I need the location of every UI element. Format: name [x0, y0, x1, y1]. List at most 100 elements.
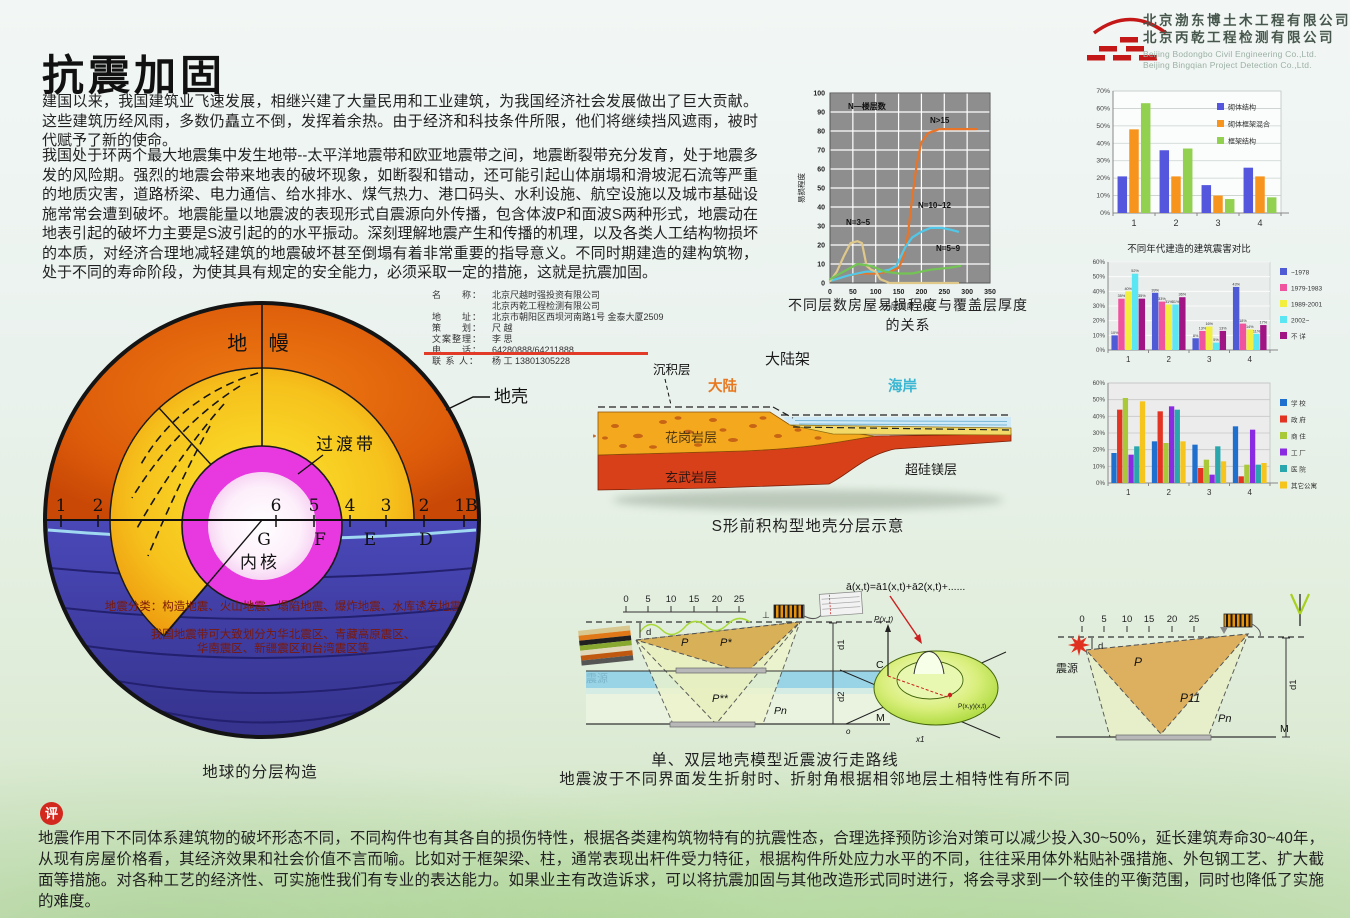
svg-text:30: 30 — [817, 224, 825, 231]
seismic-zones-line2: 华南震区、新疆震区和台湾震区等 — [197, 641, 370, 655]
two-layer-raypath-diagram: ā(x,t)=ā1(x,t)+ā2(x,t)+...... 0 5 10 15 20… — [578, 581, 1007, 744]
p-label: P — [681, 637, 689, 649]
svg-text:1: 1 — [56, 496, 67, 516]
svg-text:1989-2001: 1989-2001 — [1291, 302, 1322, 309]
svg-text:1: 1 — [1131, 218, 1136, 228]
sediment-label: 沉积层 — [653, 363, 691, 377]
contact-row: 北京丙乾工程检测有限公司 — [492, 301, 601, 311]
granite-speckles — [593, 416, 822, 449]
svg-text:医 院: 医 院 — [1291, 465, 1306, 474]
building-use-bar-chart: 0% 10% 20% 30% 40% 50% 60% 1 2 3 4 学 校政 府商 住工 厂医 院其… — [1093, 380, 1317, 497]
svg-text:5: 5 — [645, 594, 650, 605]
p-star-label: P* — [720, 637, 732, 649]
crust-section-caption: S形前积构型地壳分层示意 — [711, 518, 905, 535]
inner-core-label: 内核 — [240, 553, 280, 572]
granite-label: 花岗岩层 — [665, 430, 717, 445]
svg-text:30%: 30% — [1093, 430, 1106, 437]
footer-commentary: 地震作用下不同体系建筑物的破坏形态不同，不同构件也有其各自的损伤特性，根据各类建… — [38, 830, 1324, 910]
earth-layers-diagram: 1 2 6 5 4 3 2 1B G F E D 地 幔 过渡带 内核 地壳 地震分类：构造… — [43, 301, 528, 739]
svg-text:16%: 16% — [1205, 322, 1213, 326]
pn-label: Pn — [774, 705, 787, 717]
svg-text:0: 0 — [623, 594, 628, 605]
svg-text:17%: 17% — [1260, 321, 1268, 325]
coast-label: 海岸 — [888, 377, 917, 395]
pn-label-right: Pn — [1218, 713, 1231, 725]
svg-text:政 府: 政 府 — [1291, 415, 1306, 424]
line-chart-caption: 不同层数房屋易损程度与覆盖层厚度的关系 — [788, 297, 1028, 333]
svg-text:350: 350 — [984, 289, 996, 296]
svg-text:40%: 40% — [1096, 140, 1110, 147]
svg-text:0%: 0% — [1096, 480, 1105, 487]
svg-text:60%: 60% — [1093, 259, 1106, 266]
svg-text:1: 1 — [1126, 355, 1131, 364]
company-names: 北京渤东博土木工程有限公司 北京丙乾工程检测有限公司 Beijing Bodon… — [1143, 12, 1350, 71]
svg-text:150: 150 — [893, 289, 905, 296]
intro-paragraph-1: 建国以来，我国建筑业飞速发展，相继兴建了大量民用和工业建筑，为我国经济社会发展做… — [42, 93, 758, 149]
p-label-right: P — [1134, 655, 1142, 669]
svg-text:50%: 50% — [1096, 123, 1110, 130]
svg-text:15: 15 — [1144, 614, 1155, 625]
right-ruler-ticks — [1081, 626, 1195, 632]
svg-text:50%: 50% — [1093, 274, 1106, 281]
svg-text:0%: 0% — [1100, 210, 1110, 217]
svg-text:0: 0 — [1079, 614, 1084, 625]
svg-text:70: 70 — [817, 148, 825, 155]
m-label-right: M — [1280, 723, 1289, 735]
svg-text:33%: 33% — [1158, 297, 1166, 301]
seismic-zones-line1: 我国地震带可大致划分为华北震区、青藏高原震区、 — [151, 627, 416, 641]
svg-text:50%: 50% — [1093, 397, 1106, 404]
svg-text:14%: 14% — [1246, 325, 1254, 329]
svg-text:40: 40 — [817, 205, 825, 212]
svg-text:G: G — [257, 530, 271, 550]
sediment-shelf — [789, 424, 1012, 436]
svg-text:15: 15 — [689, 594, 700, 605]
svg-text:25: 25 — [1189, 614, 1200, 625]
svg-text:2002~: 2002~ — [1291, 318, 1309, 325]
svg-text:4: 4 — [1248, 488, 1253, 497]
svg-text:5: 5 — [1101, 614, 1106, 625]
surface-origin-label: o — [846, 727, 851, 736]
transition-label: 过渡带 — [316, 435, 376, 454]
svg-text:60%: 60% — [1096, 105, 1110, 112]
seismometer-coil-icon — [1223, 613, 1253, 628]
svg-text:10: 10 — [666, 594, 677, 605]
contact-underline — [424, 352, 648, 355]
svg-text:20: 20 — [817, 243, 825, 250]
earth-wave-paths — [131, 372, 259, 557]
svg-text:易损程度: 易损程度 — [796, 173, 806, 203]
d-label-right: d — [1098, 641, 1103, 652]
svg-text:N=10~12: N=10~12 — [918, 201, 951, 210]
company-name-en-2: Beijing Bingqian Project Detection Co.,L… — [1143, 60, 1312, 70]
svg-text:31%: 31% — [1165, 300, 1173, 304]
svg-text:50: 50 — [817, 186, 825, 193]
svg-text:E: E — [364, 530, 376, 550]
structure-type-bar-chart: 0% 10% 20% 30% 40% 50% 60% 70% 1 2 3 4 砌体结构砌体框架混合框架结… — [1096, 88, 1289, 228]
svg-text:50: 50 — [849, 289, 857, 296]
svg-text:2: 2 — [419, 496, 430, 516]
d1-label-left: d1 — [836, 639, 847, 650]
contact-row: 策 划：尺 越 — [432, 323, 513, 333]
svg-text:0: 0 — [828, 289, 832, 296]
right-ruler-numbers: 0 5 10 15 20 25 — [1079, 614, 1199, 625]
earth-caption: 地球的分层构造 — [202, 764, 318, 781]
antenna-plant-icon — [1289, 593, 1311, 626]
svg-text:10%: 10% — [1093, 332, 1106, 339]
svg-text:10: 10 — [817, 262, 825, 269]
contact-block: 名 称： 北京尺越时强投资有限公司 北京丙乾工程检测有限公司 地 址： 北京市朝阳区… — [432, 290, 762, 367]
svg-text:36%: 36% — [1179, 293, 1187, 297]
svg-text:18%: 18% — [1239, 319, 1247, 323]
contact-row: 电 话： 64280888/64211888 — [432, 345, 574, 355]
vulnerability-line-chart: 0 10 20 30 40 50 60 70 80 90 100 0 50 100 150 200 250 300… — [796, 91, 996, 312]
surface-wave-curve — [639, 617, 751, 636]
basalt-label: 玄武岩层 — [665, 470, 717, 485]
continent-label: 大陆 — [708, 377, 737, 395]
svg-text:N=5~9: N=5~9 — [936, 244, 961, 253]
svg-text:F: F — [314, 530, 326, 550]
comment-badge: 评 — [40, 802, 63, 825]
p-doublestar-label: P** — [712, 693, 729, 705]
d-label-left: d — [646, 627, 651, 638]
source-strata-block — [578, 625, 634, 666]
svg-text:3: 3 — [1207, 488, 1212, 497]
svg-text:60: 60 — [817, 167, 825, 174]
svg-text:1: 1 — [1126, 488, 1131, 497]
